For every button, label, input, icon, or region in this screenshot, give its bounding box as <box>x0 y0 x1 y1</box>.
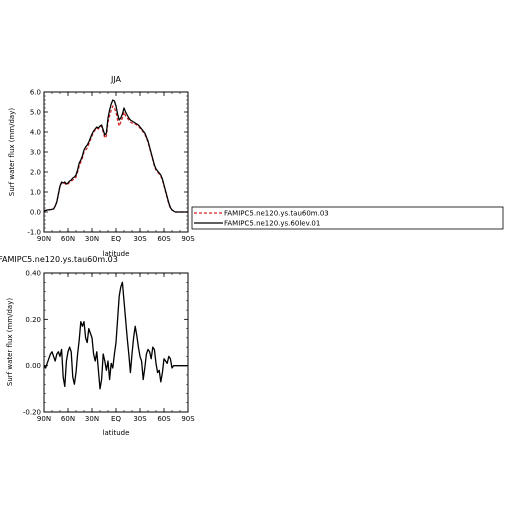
legend-box <box>191 206 504 230</box>
y-tick-label: -1.0 <box>27 229 41 237</box>
x-tick-label: 30S <box>133 235 147 243</box>
top-panel-title: JJA <box>110 75 122 84</box>
y-tick-label: 0.0 <box>30 209 41 217</box>
x-tick-label: EQ <box>111 235 121 243</box>
legend-label-series-2: FAMIPC5.ne120.ys.60lev.01 <box>224 220 320 228</box>
top-x-axis-label: latitude <box>103 250 130 258</box>
y-tick-label: -0.20 <box>23 409 41 417</box>
y-tick-label: 4.0 <box>30 129 41 137</box>
top-plot-area: 90N 60N 30N EQ 30S 60S 90S -1.0 0.0 1.0 2.0 3.0 4.0 5… <box>27 89 195 244</box>
bottom-x-axis-label: latitude <box>103 429 130 437</box>
x-tick-label: 30N <box>85 415 99 423</box>
top-panel: JJA 90N 60N 30N EQ 30S 60S 90S -1.0 0.0 1.0 2.0 3.0… <box>8 75 195 258</box>
x-tick-label: 30N <box>85 235 99 243</box>
y-tick-label: 3.0 <box>30 149 41 157</box>
y-tick-label: 0.20 <box>25 316 41 324</box>
top-y-axis-label: Surf water flux (mm/day) <box>8 108 16 196</box>
bottom-y-axis-label: Surf water flux (mm/day) <box>6 298 14 386</box>
series-line-2 <box>43 99 188 213</box>
x-tick-label: 60N <box>61 415 75 423</box>
bottom-plot-area: 90N 60N 30N EQ 30S 60S 90S -0.20 0.00 0.20 0.40 <box>23 270 195 424</box>
bottom-panel: FAMIPC5.ne120.ys.tau60m.03 90N 60N 30N EQ 30… <box>0 255 195 437</box>
x-tick-label: 90S <box>181 415 195 423</box>
x-tick-label: 60S <box>157 415 171 423</box>
y-tick-label: 2.0 <box>30 169 41 177</box>
x-tick-label: 60N <box>61 235 75 243</box>
x-tick-label: 90N <box>37 415 51 423</box>
x-tick-label: 30S <box>133 415 147 423</box>
y-tick-label: 0.40 <box>25 270 41 278</box>
legend: FAMIPC5.ne120.ys.tau60m.03 FAMIPC5.ne120… <box>191 206 504 230</box>
x-tick-label: 90N <box>37 235 51 243</box>
y-tick-label: 6.0 <box>30 89 41 97</box>
legend-label-series-1: FAMIPC5.ne120.ys.tau60m.03 <box>224 210 329 218</box>
y-tick-label: 1.0 <box>30 189 41 197</box>
x-tick-label: EQ <box>111 415 121 423</box>
y-tick-label: 5.0 <box>30 109 41 117</box>
series-line-1 <box>43 281 188 390</box>
bottom-panel-title: FAMIPC5.ne120.ys.tau60m.03 <box>0 255 118 264</box>
x-tick-label: 90S <box>181 235 195 243</box>
y-tick-label: 0.00 <box>25 362 41 370</box>
x-tick-label: 60S <box>157 235 171 243</box>
